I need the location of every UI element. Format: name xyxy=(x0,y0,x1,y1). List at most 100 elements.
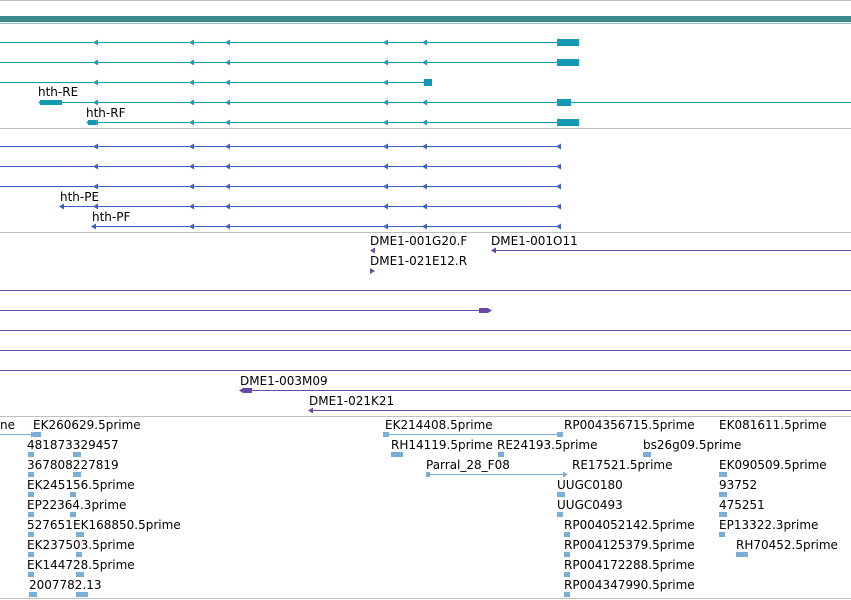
est-label[interactable]: RH70452.5prime xyxy=(736,538,838,552)
est-label[interactable]: 367808227819 xyxy=(27,458,119,472)
est-block[interactable] xyxy=(33,432,41,437)
est-block[interactable] xyxy=(383,432,389,437)
est-block[interactable] xyxy=(719,512,727,517)
exon-block[interactable] xyxy=(88,120,96,125)
est-block[interactable] xyxy=(564,532,570,537)
est-label[interactable]: EK090509.5prime xyxy=(719,458,827,472)
exon-block[interactable] xyxy=(40,100,62,105)
est-label[interactable]: EK237503.5prime xyxy=(27,538,135,552)
est-label[interactable]: EP13322.3prime xyxy=(719,518,819,532)
est-block[interactable] xyxy=(29,592,37,597)
strand-arrow xyxy=(189,143,194,150)
est-label[interactable]: EK081611.5prime xyxy=(719,418,827,432)
est-block[interactable] xyxy=(564,592,570,597)
est-label[interactable]: RP004347990.5prime xyxy=(564,578,695,592)
gene-bar[interactable] xyxy=(0,16,851,22)
exon-block[interactable] xyxy=(557,119,579,126)
exon-block[interactable] xyxy=(557,39,579,46)
strand-arrow xyxy=(189,119,194,126)
strand-arrow xyxy=(422,223,427,230)
strand-arrow xyxy=(225,39,230,46)
clone-label[interactable]: DME1-001G20.F xyxy=(370,234,468,248)
est-block[interactable] xyxy=(28,552,34,557)
est-label[interactable]: EK168850.5prime xyxy=(73,518,181,532)
est-block[interactable] xyxy=(76,592,88,597)
est-label[interactable]: RP004172288.5prime xyxy=(564,558,695,572)
est-label[interactable]: bs26g09.5prime xyxy=(643,438,742,452)
est-label[interactable]: UUGC0180 xyxy=(557,478,623,492)
est-label[interactable]: EK214408.5prime xyxy=(385,418,493,432)
est-label[interactable]: EK144728.5prime xyxy=(27,558,135,572)
est-block[interactable] xyxy=(73,472,81,477)
est-block[interactable] xyxy=(719,492,727,497)
strand-arrow xyxy=(370,247,375,254)
est-block[interactable] xyxy=(70,512,76,517)
est-block[interactable] xyxy=(28,532,34,537)
est-label[interactable]: RP004356715.5prime xyxy=(564,418,695,432)
est-block[interactable] xyxy=(643,452,651,457)
est-label[interactable]: RE17521.5prime xyxy=(572,458,673,472)
est-label[interactable]: UUGC0493 xyxy=(557,498,623,512)
strand-arrow xyxy=(239,387,244,394)
est-label[interactable]: RP004052142.5prime xyxy=(564,518,695,532)
strand-arrow xyxy=(556,163,561,170)
est-label[interactable]: EK245156.5prime xyxy=(27,478,135,492)
clone-end[interactable] xyxy=(244,388,252,393)
est-label[interactable]: RP004125379.5prime xyxy=(564,538,695,552)
est-label[interactable]: 2007782.13 xyxy=(29,578,102,592)
est-label[interactable]: EP22364.3prime xyxy=(27,498,127,512)
est-block[interactable] xyxy=(28,472,34,477)
est-label[interactable]: RE24193.5prime xyxy=(497,438,598,452)
strand-arrow xyxy=(93,39,98,46)
est-block[interactable] xyxy=(557,512,563,517)
est-block[interactable] xyxy=(557,432,563,437)
strand-arrow xyxy=(93,183,98,190)
est-label[interactable]: 93752 xyxy=(719,478,758,492)
est-block[interactable] xyxy=(426,472,430,477)
est-block[interactable] xyxy=(391,452,403,457)
est-block[interactable] xyxy=(76,532,84,537)
exon-block[interactable] xyxy=(557,59,579,66)
strand-arrow xyxy=(93,163,98,170)
est-block[interactable] xyxy=(73,452,81,457)
est-label[interactable]: RH14119.5prime xyxy=(391,438,493,452)
est-block[interactable] xyxy=(28,512,34,517)
transcript-label[interactable]: hth-RE xyxy=(38,85,79,99)
est-label[interactable]: ne xyxy=(0,418,15,432)
transcript-label[interactable]: hth-RF xyxy=(86,106,126,120)
est-block[interactable] xyxy=(76,552,82,557)
est-block[interactable] xyxy=(498,452,504,457)
est-label[interactable]: EK260629.5prime xyxy=(33,418,141,432)
exon-block[interactable] xyxy=(557,99,571,106)
est-label[interactable]: Parral_28_F08 xyxy=(426,458,510,472)
strand-arrow xyxy=(383,183,388,190)
strand-arrow xyxy=(383,59,388,66)
strand-arrow xyxy=(189,39,194,46)
est-block[interactable] xyxy=(28,452,34,457)
est-block[interactable] xyxy=(557,492,565,497)
clone-label[interactable]: DME1-003M09 xyxy=(240,374,328,388)
est-block[interactable] xyxy=(736,552,748,557)
est-label[interactable]: 475251 xyxy=(719,498,765,512)
clone-end[interactable] xyxy=(479,308,487,313)
est-block[interactable] xyxy=(76,572,84,577)
est-block[interactable] xyxy=(70,492,76,497)
clone-label[interactable]: DME1-021E12.R xyxy=(370,254,468,268)
exon-block[interactable] xyxy=(424,79,432,86)
est-block[interactable] xyxy=(564,572,570,577)
est-block[interactable] xyxy=(28,492,34,497)
est-block[interactable] xyxy=(719,472,727,477)
clone-label[interactable]: DME1-001O11 xyxy=(491,234,578,248)
est-block[interactable] xyxy=(719,532,725,537)
est-block[interactable] xyxy=(28,572,34,577)
est-label[interactable]: 481873329457 xyxy=(27,438,119,452)
strand-arrow xyxy=(422,59,427,66)
est-label[interactable]: 527651 xyxy=(27,518,73,532)
strand-arrow xyxy=(225,183,230,190)
clone-label[interactable]: DME1-021K21 xyxy=(309,394,395,408)
protein-label[interactable]: hth-PF xyxy=(92,210,131,224)
strand-arrow xyxy=(383,143,388,150)
protein-label[interactable]: hth-PE xyxy=(60,190,100,204)
est-block[interactable] xyxy=(564,552,570,557)
